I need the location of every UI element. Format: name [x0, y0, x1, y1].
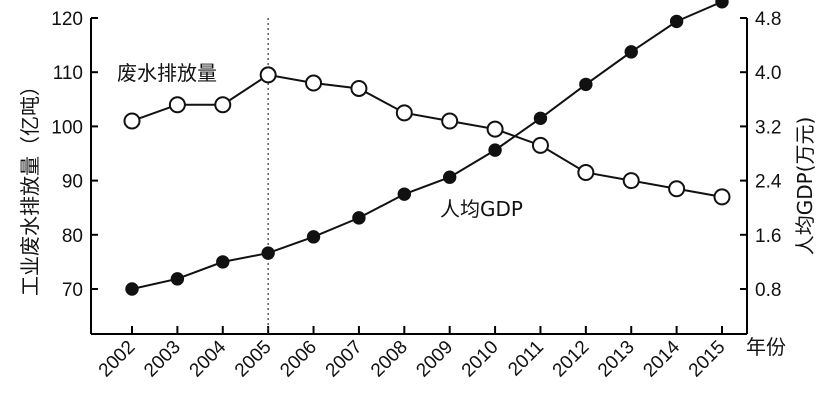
- wastewater-point: [441, 112, 459, 130]
- x-tick-label: 2011: [504, 337, 548, 381]
- y-right-tick-label: 1.6: [755, 226, 781, 247]
- y-right-axis-title: 人均GDP(万元): [793, 117, 817, 256]
- gdp-point: [579, 77, 593, 92]
- wastewater-point: [168, 96, 186, 114]
- gdp-point: [125, 282, 139, 296]
- y-right-tick-label: 4.8: [755, 9, 781, 30]
- y-left-tick-label: 90: [62, 172, 83, 193]
- wastewater-series-label: 废水排放量: [117, 61, 217, 85]
- x-tick-label: 2012: [549, 337, 594, 382]
- x-tick-label: 2003: [140, 337, 185, 382]
- gdp-point: [170, 272, 185, 286]
- wastewater-point: [531, 136, 549, 154]
- y-left-tick-label: 100: [51, 117, 83, 138]
- wastewater-point: [486, 120, 504, 138]
- x-tick-label: 2009: [412, 337, 457, 382]
- wastewater-point: [305, 74, 323, 92]
- x-tick-label: 2008: [367, 337, 412, 382]
- gdp-point: [442, 170, 457, 184]
- gdp-point: [261, 246, 275, 260]
- wastewater-point: [577, 163, 595, 181]
- x-tick-label: 2014: [639, 336, 684, 381]
- x-tick-label: 2007: [322, 337, 367, 382]
- x-tick-label: 2004: [186, 336, 231, 381]
- x-tick-label: 2002: [95, 337, 140, 382]
- x-tick-label: 2013: [594, 337, 639, 382]
- wastewater-point: [668, 180, 686, 198]
- x-axis-title: 年份: [746, 335, 786, 359]
- axes: [90, 18, 748, 335]
- y-right-tick-label: 4.0: [755, 63, 781, 84]
- wastewater-point: [123, 112, 141, 130]
- wastewater-point: [259, 66, 277, 84]
- gdp-line: [131, 0, 723, 290]
- wastewater-point: [713, 188, 731, 206]
- x-tick-label: 2005: [231, 337, 276, 382]
- wastewater-point: [214, 96, 232, 114]
- y-left-tick-label: 80: [62, 226, 83, 247]
- y-right-tick-label: 2.4: [755, 172, 782, 193]
- gdp-point: [488, 143, 502, 157]
- y-left-tick-label: 110: [53, 63, 83, 84]
- gdp-point: [397, 187, 412, 201]
- gdp-point: [352, 211, 366, 225]
- wastewater-point: [622, 172, 640, 190]
- gdp-point: [216, 255, 230, 269]
- series-group: [123, 0, 731, 296]
- wastewater-point: [350, 79, 368, 97]
- gdp-point: [306, 230, 321, 244]
- x-tick-label: 2015: [685, 337, 730, 382]
- y-right-tick-label: 0.8: [755, 280, 781, 301]
- x-tick-label: 2010: [458, 337, 503, 382]
- gdp-point: [669, 14, 684, 29]
- gdp-point: [624, 45, 638, 59]
- y-left-tick-label: 120: [51, 9, 83, 30]
- x-tick-label: 2006: [276, 337, 321, 382]
- y-right-tick-label: 3.2: [755, 117, 781, 138]
- wastewater-point: [395, 104, 413, 122]
- gdp-point: [533, 111, 548, 125]
- gdp-point: [715, 0, 729, 9]
- y-left-tick-label: 70: [62, 280, 83, 301]
- y-left-axis-title: 工业废水排放量（亿吨）: [18, 76, 42, 296]
- gdp-series-label: 人均GDP: [440, 197, 523, 221]
